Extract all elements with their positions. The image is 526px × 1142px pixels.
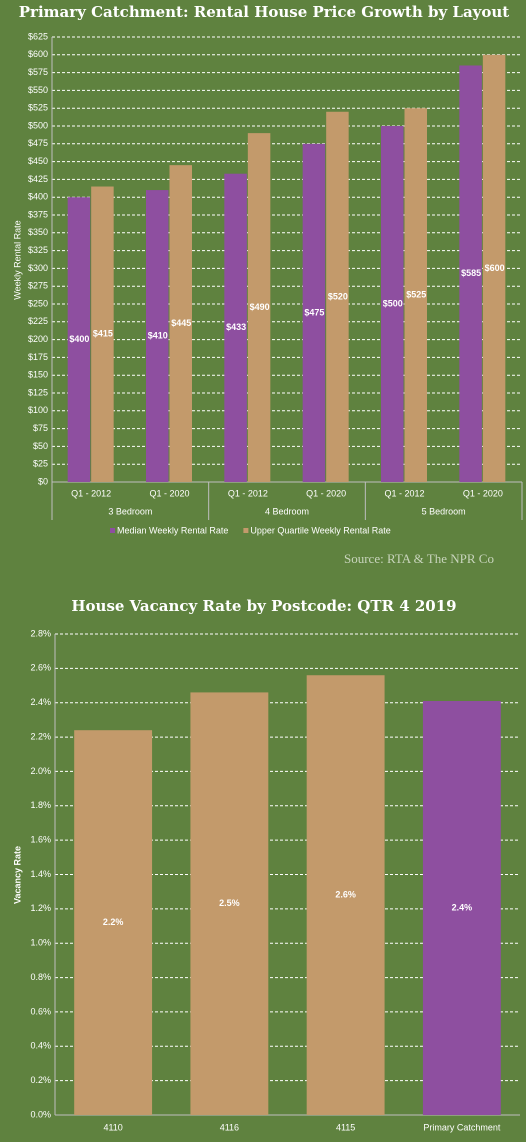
y-tick-label: 1.8% bbox=[30, 800, 51, 810]
bar bbox=[67, 197, 91, 482]
y-tick-label: $350 bbox=[28, 227, 48, 237]
x-tick-label: Q1 - 2012 bbox=[71, 488, 111, 498]
data-label: 2.5% bbox=[219, 898, 240, 908]
y-tick-label: $0 bbox=[38, 476, 48, 486]
x-tick-label: 4116 bbox=[220, 1122, 239, 1132]
y-tick-label: 0.6% bbox=[30, 1006, 51, 1016]
bar bbox=[459, 65, 482, 482]
x-tick-label: Q1 - 2012 bbox=[384, 488, 424, 498]
y-tick-label: $175 bbox=[28, 352, 48, 362]
y-tick-label: 1.6% bbox=[30, 835, 51, 845]
x-tick-label: Q1 - 2020 bbox=[306, 488, 346, 498]
bar bbox=[247, 133, 271, 482]
data-label: 2.6% bbox=[335, 889, 356, 899]
x-tick-label: Q1 - 2020 bbox=[463, 488, 503, 498]
y-tick-label: $100 bbox=[28, 405, 48, 415]
y-tick-label: 2.2% bbox=[30, 731, 51, 741]
y-tick-label: 1.4% bbox=[30, 869, 51, 879]
y-tick-label: 0.2% bbox=[30, 1075, 51, 1085]
y-tick-label: $500 bbox=[28, 120, 48, 130]
y-tick-label: 0.0% bbox=[30, 1109, 51, 1119]
group-label: 4 Bedroom bbox=[265, 506, 309, 516]
data-label: $400 bbox=[69, 334, 89, 344]
y-tick-label: $325 bbox=[28, 245, 48, 255]
data-label: $415 bbox=[93, 329, 113, 339]
y-tick-label: $25 bbox=[33, 459, 48, 469]
y-tick-label: 1.0% bbox=[30, 938, 51, 948]
y-tick-label: $250 bbox=[28, 298, 48, 308]
y-axis-label: Vacancy Rate bbox=[12, 846, 22, 904]
legend-swatch bbox=[110, 528, 115, 533]
bar bbox=[482, 54, 506, 483]
y-tick-label: $625 bbox=[28, 31, 48, 41]
y-tick-label: $75 bbox=[33, 423, 48, 433]
x-tick-label: 4110 bbox=[103, 1122, 122, 1132]
y-tick-label: 2.0% bbox=[30, 766, 51, 776]
y-tick-label: 0.8% bbox=[30, 972, 51, 982]
bar bbox=[146, 190, 169, 482]
y-tick-label: $275 bbox=[28, 281, 48, 291]
data-label: $490 bbox=[250, 302, 270, 312]
y-tick-label: $425 bbox=[28, 174, 48, 184]
bar bbox=[169, 165, 192, 482]
data-label: $433 bbox=[226, 322, 246, 332]
legend-label: Median Weekly Rental Rate bbox=[117, 525, 228, 535]
y-tick-label: $300 bbox=[28, 263, 48, 273]
group-label: 3 Bedroom bbox=[108, 506, 152, 516]
y-tick-label: 2.8% bbox=[30, 628, 51, 638]
data-label: $475 bbox=[304, 307, 324, 317]
data-label: $500 bbox=[383, 298, 403, 308]
y-tick-label: 1.2% bbox=[30, 903, 51, 913]
data-label: 2.2% bbox=[103, 917, 124, 927]
y-tick-label: $575 bbox=[28, 67, 48, 77]
bar bbox=[422, 700, 501, 1115]
data-label: $600 bbox=[485, 263, 505, 273]
y-tick-label: 2.6% bbox=[30, 663, 51, 673]
data-label: $525 bbox=[406, 289, 426, 299]
y-tick-label: $400 bbox=[28, 192, 48, 202]
group-label: 5 Bedroom bbox=[422, 506, 466, 516]
y-tick-label: $150 bbox=[28, 370, 48, 380]
bar bbox=[381, 126, 404, 482]
bar bbox=[306, 675, 385, 1115]
source: Source: RTA & The NPR Co bbox=[344, 551, 494, 566]
legend-label: Upper Quartile Weekly Rental Rate bbox=[250, 525, 390, 535]
data-label: $520 bbox=[328, 291, 348, 301]
bar bbox=[74, 730, 153, 1115]
y-tick-label: 2.4% bbox=[30, 697, 51, 707]
bar bbox=[91, 186, 114, 482]
y-tick-label: $50 bbox=[33, 441, 48, 451]
bar bbox=[190, 692, 269, 1115]
y-tick-label: $125 bbox=[28, 387, 48, 397]
bar bbox=[302, 143, 326, 483]
y-tick-label: $550 bbox=[28, 85, 48, 95]
data-label: $585 bbox=[461, 268, 481, 278]
y-tick-label: $600 bbox=[28, 49, 48, 59]
chart-title: Primary Catchment: Rental House Price Gr… bbox=[19, 3, 510, 21]
x-tick-label: Q1 - 2020 bbox=[149, 488, 189, 498]
y-tick-label: 0.4% bbox=[30, 1041, 51, 1051]
x-tick-label: Primary Catchment bbox=[423, 1122, 501, 1132]
y-tick-label: $450 bbox=[28, 156, 48, 166]
y-tick-label: $375 bbox=[28, 209, 48, 219]
x-tick-label: 4115 bbox=[336, 1122, 355, 1132]
legend-swatch bbox=[243, 528, 249, 533]
data-label: $410 bbox=[148, 330, 168, 340]
bar bbox=[224, 173, 247, 483]
y-tick-label: $475 bbox=[28, 138, 48, 148]
y-tick-label: $225 bbox=[28, 316, 48, 326]
y-tick-label: $525 bbox=[28, 103, 48, 113]
bar bbox=[326, 111, 349, 482]
data-label: 2.4% bbox=[452, 902, 473, 912]
chart-title: House Vacancy Rate by Postcode: QTR 4 20… bbox=[71, 597, 456, 615]
x-tick-label: Q1 - 2012 bbox=[228, 488, 268, 498]
y-axis-label: Weekly Rental Rate bbox=[12, 220, 22, 299]
data-label: $445 bbox=[171, 318, 191, 328]
y-tick-label: $200 bbox=[28, 334, 48, 344]
bar bbox=[404, 108, 427, 482]
